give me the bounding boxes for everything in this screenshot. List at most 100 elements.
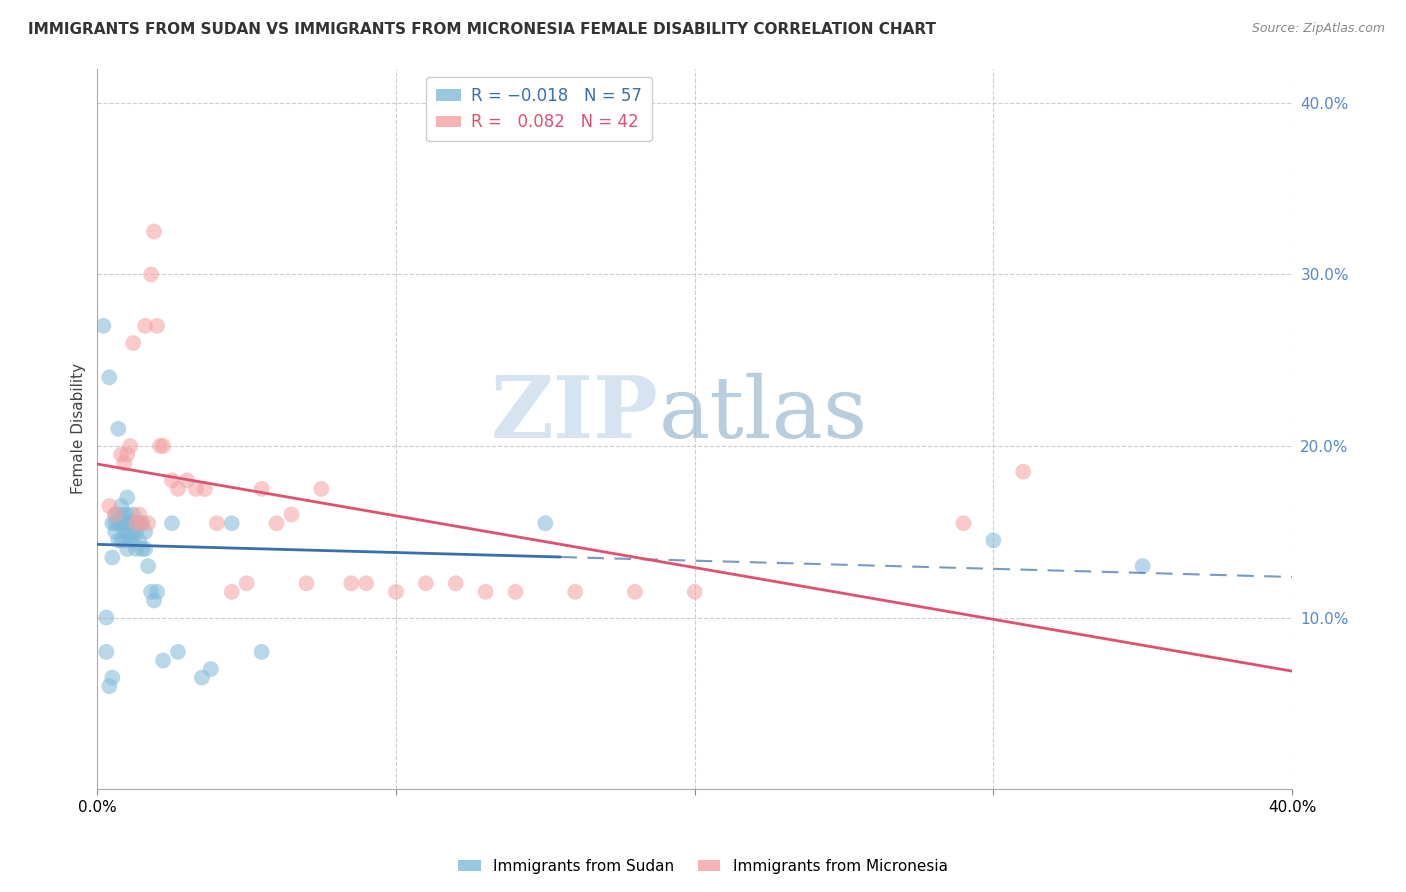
Point bbox=[146, 318, 169, 333]
Point bbox=[146, 584, 169, 599]
Point bbox=[110, 516, 132, 531]
Point bbox=[120, 533, 142, 548]
Point bbox=[115, 508, 138, 522]
Point bbox=[143, 225, 166, 239]
Legend: R = −0.018   N = 57, R =   0.082   N = 42: R = −0.018 N = 57, R = 0.082 N = 42 bbox=[426, 77, 652, 141]
Point bbox=[131, 516, 153, 531]
Point bbox=[1012, 465, 1035, 479]
Point bbox=[112, 533, 135, 548]
Point bbox=[112, 456, 135, 470]
Point bbox=[104, 508, 127, 522]
Point bbox=[125, 541, 148, 556]
Point bbox=[128, 508, 150, 522]
Point bbox=[101, 516, 124, 531]
Point bbox=[194, 482, 217, 496]
Point bbox=[107, 516, 129, 531]
Point bbox=[280, 508, 302, 522]
Point bbox=[474, 584, 496, 599]
Point bbox=[107, 533, 129, 548]
Point bbox=[385, 584, 408, 599]
Point bbox=[115, 516, 138, 531]
Point bbox=[107, 422, 129, 436]
Point bbox=[122, 524, 145, 539]
Point bbox=[120, 516, 142, 531]
Point bbox=[134, 318, 156, 333]
Point bbox=[91, 318, 114, 333]
Text: Source: ZipAtlas.com: Source: ZipAtlas.com bbox=[1251, 22, 1385, 36]
Point bbox=[98, 499, 121, 513]
Point bbox=[444, 576, 467, 591]
Point bbox=[128, 516, 150, 531]
Point bbox=[122, 533, 145, 548]
Point bbox=[107, 508, 129, 522]
Point bbox=[104, 508, 127, 522]
Point bbox=[131, 516, 153, 531]
Point bbox=[683, 584, 706, 599]
Point bbox=[505, 584, 527, 599]
Point bbox=[564, 584, 586, 599]
Text: atlas: atlas bbox=[659, 373, 868, 456]
Point bbox=[139, 268, 162, 282]
Point bbox=[295, 576, 318, 591]
Point bbox=[134, 541, 156, 556]
Text: ZIP: ZIP bbox=[491, 373, 659, 457]
Point bbox=[128, 533, 150, 548]
Point bbox=[136, 516, 159, 531]
Point bbox=[98, 679, 121, 693]
Point bbox=[340, 576, 363, 591]
Point bbox=[152, 653, 174, 667]
Point bbox=[311, 482, 333, 496]
Point bbox=[98, 370, 121, 384]
Point bbox=[125, 524, 148, 539]
Point bbox=[122, 508, 145, 522]
Point bbox=[221, 584, 243, 599]
Point bbox=[136, 559, 159, 574]
Point bbox=[110, 516, 132, 531]
Point bbox=[160, 516, 183, 531]
Point bbox=[205, 516, 228, 531]
Point bbox=[110, 448, 132, 462]
Point bbox=[415, 576, 437, 591]
Point bbox=[200, 662, 222, 676]
Point bbox=[149, 439, 172, 453]
Legend: Immigrants from Sudan, Immigrants from Micronesia: Immigrants from Sudan, Immigrants from M… bbox=[453, 853, 953, 880]
Y-axis label: Female Disability: Female Disability bbox=[72, 363, 86, 494]
Point bbox=[112, 524, 135, 539]
Point bbox=[266, 516, 288, 531]
Point bbox=[235, 576, 257, 591]
Point bbox=[115, 541, 138, 556]
Point bbox=[125, 516, 148, 531]
Point bbox=[101, 550, 124, 565]
Point bbox=[96, 610, 118, 624]
Point bbox=[120, 439, 142, 453]
Point bbox=[112, 516, 135, 531]
Point bbox=[167, 482, 190, 496]
Text: IMMIGRANTS FROM SUDAN VS IMMIGRANTS FROM MICRONESIA FEMALE DISABILITY CORRELATIO: IMMIGRANTS FROM SUDAN VS IMMIGRANTS FROM… bbox=[28, 22, 936, 37]
Point bbox=[112, 508, 135, 522]
Point bbox=[139, 584, 162, 599]
Point bbox=[160, 473, 183, 487]
Point bbox=[115, 524, 138, 539]
Point bbox=[115, 491, 138, 505]
Point bbox=[221, 516, 243, 531]
Point bbox=[981, 533, 1004, 548]
Point bbox=[120, 524, 142, 539]
Point bbox=[110, 499, 132, 513]
Point bbox=[122, 336, 145, 351]
Point bbox=[250, 482, 273, 496]
Point bbox=[534, 516, 557, 531]
Point bbox=[152, 439, 174, 453]
Point bbox=[624, 584, 647, 599]
Point bbox=[354, 576, 377, 591]
Point bbox=[101, 671, 124, 685]
Point bbox=[952, 516, 974, 531]
Point bbox=[167, 645, 190, 659]
Point bbox=[125, 516, 148, 531]
Point bbox=[134, 524, 156, 539]
Point bbox=[176, 473, 198, 487]
Point bbox=[191, 671, 214, 685]
Point bbox=[104, 524, 127, 539]
Point bbox=[115, 448, 138, 462]
Point bbox=[250, 645, 273, 659]
Point bbox=[104, 516, 127, 531]
